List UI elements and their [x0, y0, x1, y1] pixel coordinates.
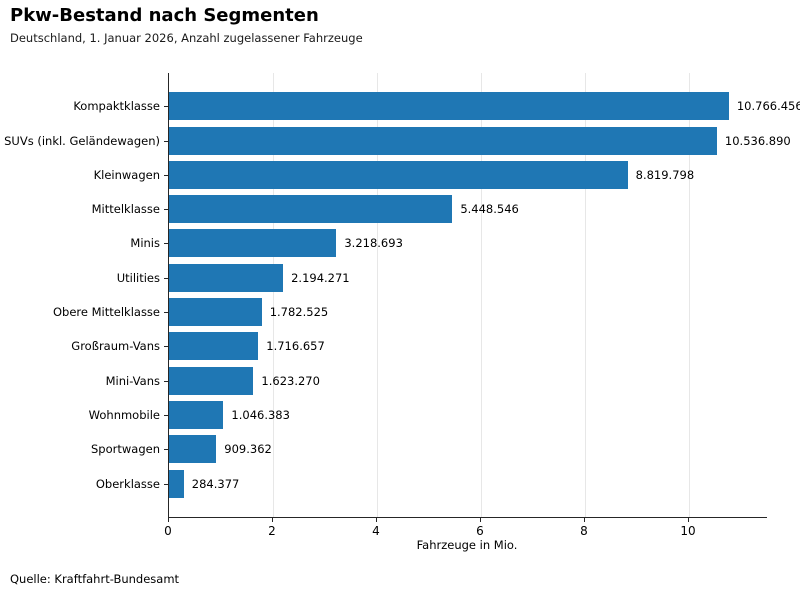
- category-label: Minis: [130, 236, 160, 251]
- y-tick: [164, 209, 168, 211]
- category-label: Obere Mittelklasse: [53, 305, 160, 319]
- gridline: [273, 73, 274, 517]
- y-tick: [164, 346, 168, 348]
- category-label: SUVs (inkl. Geländewagen): [4, 133, 160, 148]
- value-label: 1.046.383: [231, 407, 290, 422]
- source-note: Quelle: Kraftfahrt-Bundesamt: [10, 572, 180, 586]
- y-tick: [164, 277, 168, 279]
- value-label: 5.448.546: [460, 202, 519, 217]
- x-axis: 0 2 4 6 8 10: [164, 518, 766, 558]
- bar: [169, 298, 262, 326]
- gridline: [585, 73, 586, 517]
- y-tick: [164, 380, 168, 382]
- bar: [169, 469, 184, 498]
- y-tick: [164, 483, 168, 485]
- y-tick: [164, 414, 168, 416]
- value-label: 1.782.525: [269, 305, 329, 319]
- x-tick-label: 0: [164, 524, 172, 538]
- bar: [169, 160, 628, 189]
- gridline: [377, 73, 378, 517]
- x-tick-label: 8: [580, 524, 588, 538]
- bar: [169, 92, 729, 121]
- category-label: Kleinwagen: [93, 167, 160, 182]
- category-label: Wohnmobile: [88, 407, 160, 422]
- category-label: Mittelklasse: [91, 202, 160, 217]
- value-label: 8.819.798: [635, 167, 695, 182]
- x-tick: [271, 518, 273, 522]
- y-axis-labels: Kompaktklasse SUVs (inkl. Geländewagen) Kl…: [0, 73, 168, 517]
- y-tick: [164, 449, 168, 451]
- bar: [169, 195, 453, 224]
- value-label: 3.218.693: [344, 236, 403, 251]
- chart-title: Pkw-Bestand nach Segmenten: [10, 5, 319, 26]
- value-label: 1.623.270: [261, 373, 320, 388]
- bar: [169, 366, 254, 395]
- bar: [169, 435, 217, 464]
- category-label: Oberklasse: [95, 476, 160, 491]
- bar: [169, 263, 284, 292]
- y-tick: [164, 243, 168, 245]
- category-label: Utilities: [116, 270, 160, 285]
- value-label: 2.194.271: [291, 270, 350, 285]
- y-tick: [164, 106, 168, 108]
- plot-area: 10.766.456 10.536.890 8.819.798 5.448.546 3.…: [168, 73, 800, 518]
- value-label: 284.377: [191, 476, 240, 491]
- x-tick: [479, 518, 481, 522]
- bar: [169, 126, 717, 155]
- bar: [169, 332, 259, 361]
- x-tick: [583, 518, 585, 522]
- gridline: [689, 73, 690, 517]
- y-tick: [164, 312, 168, 313]
- category-label: Kompaktklasse: [73, 99, 160, 114]
- bar: [169, 400, 224, 429]
- x-tick-label: 4: [372, 524, 380, 538]
- x-tick: [167, 518, 169, 522]
- x-tick-label: 6: [476, 524, 484, 538]
- category-label: Mini-Vans: [105, 373, 160, 388]
- gridline: [481, 73, 482, 517]
- x-tick-label: 10: [680, 524, 696, 538]
- y-tick: [164, 140, 168, 142]
- x-tick-label: 2: [268, 524, 276, 538]
- category-label: Sportwagen: [91, 442, 160, 457]
- value-label: 10.536.890: [724, 133, 791, 148]
- category-label: Großraum-Vans: [71, 339, 160, 354]
- y-tick: [164, 174, 168, 176]
- chart-subtitle: Deutschland, 1. Januar 2026, Anzahl zuge…: [10, 31, 363, 45]
- value-label: 1.716.657: [266, 339, 325, 354]
- bar: [169, 229, 337, 258]
- value-label: 909.362: [224, 442, 272, 457]
- value-label: 10.766.456: [736, 99, 800, 114]
- x-axis-label: Fahrzeuge in Mio.: [416, 538, 518, 552]
- x-tick: [375, 518, 377, 522]
- x-tick: [687, 518, 689, 522]
